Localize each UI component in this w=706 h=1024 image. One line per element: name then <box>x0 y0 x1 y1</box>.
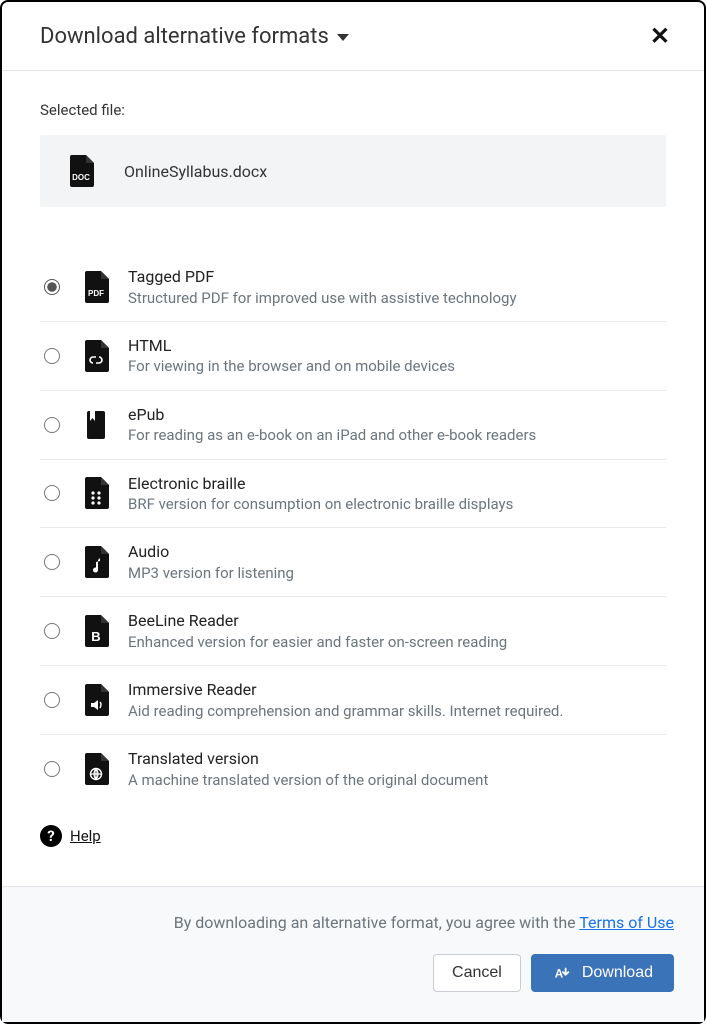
format-option-epub[interactable]: ePubFor reading as an e-book on an iPad … <box>40 391 666 460</box>
format-description: For viewing in the browser and on mobile… <box>128 356 666 376</box>
format-title: Audio <box>128 541 666 563</box>
format-description: MP3 version for listening <box>128 563 666 583</box>
title-dropdown[interactable]: Download alternative formats <box>40 24 349 49</box>
terms-prefix: By downloading an alternative format, yo… <box>174 913 580 932</box>
dialog-body: Selected file: OnlineSyllabus.docx Tagge… <box>2 71 704 883</box>
footer-buttons: Cancel Download <box>433 954 674 992</box>
format-description: BRF version for consumption on electroni… <box>128 494 666 514</box>
format-option-audio[interactable]: AudioMP3 version for listening <box>40 528 666 597</box>
format-title: Immersive Reader <box>128 679 666 701</box>
format-title: BeeLine Reader <box>128 610 666 632</box>
cancel-button[interactable]: Cancel <box>433 954 521 992</box>
format-radio-html[interactable] <box>44 348 60 364</box>
format-title: ePub <box>128 404 666 426</box>
epub-file-icon <box>83 409 109 441</box>
format-radio-pdf[interactable] <box>44 279 60 295</box>
translated-file-icon <box>83 753 109 785</box>
format-option-html[interactable]: HTMLFor viewing in the browser and on mo… <box>40 322 666 391</box>
format-radio-immersive[interactable] <box>44 692 60 708</box>
audio-file-icon <box>83 546 109 578</box>
chevron-down-icon <box>337 34 349 41</box>
help-icon: ? <box>40 825 62 847</box>
close-icon[interactable]: ✕ <box>646 20 674 52</box>
download-button-label: Download <box>582 964 653 982</box>
html-file-icon <box>83 340 109 372</box>
format-description: Structured PDF for improved use with ass… <box>128 288 666 308</box>
format-radio-audio[interactable] <box>44 554 60 570</box>
format-option-brf[interactable]: Electronic brailleBRF version for consum… <box>40 460 666 529</box>
dialog-header: Download alternative formats ✕ <box>2 2 704 71</box>
download-icon <box>552 964 572 982</box>
format-description: Aid reading comprehension and grammar sk… <box>128 701 666 721</box>
format-title: HTML <box>128 335 666 357</box>
format-option-pdf[interactable]: Tagged PDFStructured PDF for improved us… <box>40 253 666 322</box>
format-radio-epub[interactable] <box>44 417 60 433</box>
help-link-row[interactable]: ? Help <box>40 803 666 877</box>
format-description: A machine translated version of the orig… <box>128 770 666 790</box>
beeline-file-icon <box>83 615 109 647</box>
format-title: Translated version <box>128 748 666 770</box>
dialog-title: Download alternative formats <box>40 24 329 49</box>
selected-file-label: Selected file: <box>40 101 666 119</box>
format-title: Electronic braille <box>128 473 666 495</box>
format-radio-brf[interactable] <box>44 485 60 501</box>
format-description: For reading as an e-book on an iPad and … <box>128 425 666 445</box>
immersive-file-icon <box>83 684 109 716</box>
doc-file-icon <box>68 155 94 187</box>
format-option-beeline[interactable]: BeeLine ReaderEnhanced version for easie… <box>40 597 666 666</box>
format-radio-translated[interactable] <box>44 761 60 777</box>
format-radio-beeline[interactable] <box>44 623 60 639</box>
terms-of-use-link[interactable]: Terms of Use <box>579 913 674 932</box>
dialog-footer: By downloading an alternative format, yo… <box>2 886 704 1022</box>
selected-file-name: OnlineSyllabus.docx <box>124 162 267 181</box>
selected-file-box: OnlineSyllabus.docx <box>40 135 666 207</box>
help-link[interactable]: Help <box>70 827 101 845</box>
pdf-file-icon <box>83 271 109 303</box>
format-option-immersive[interactable]: Immersive ReaderAid reading comprehensio… <box>40 666 666 735</box>
download-button[interactable]: Download <box>531 954 674 992</box>
format-option-translated[interactable]: Translated versionA machine translated v… <box>40 735 666 803</box>
format-list: Tagged PDFStructured PDF for improved us… <box>40 253 666 803</box>
format-title: Tagged PDF <box>128 266 666 288</box>
format-description: Enhanced version for easier and faster o… <box>128 632 666 652</box>
terms-text: By downloading an alternative format, yo… <box>174 913 674 932</box>
brf-file-icon <box>83 477 109 509</box>
